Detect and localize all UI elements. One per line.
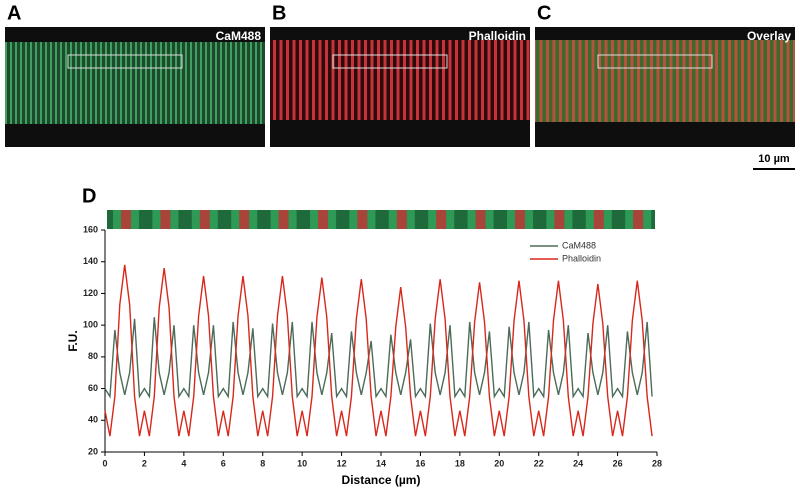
y-tick-label: 160 [83, 224, 98, 234]
x-axis-label: Distance (µm) [342, 473, 421, 487]
line-scan-strip [107, 210, 655, 229]
x-tick-label: 24 [573, 458, 583, 468]
panel-label: A [7, 2, 21, 24]
panel-title: Overlay [747, 29, 791, 43]
y-axis-label: F.U. [66, 330, 80, 351]
y-tick-label: 100 [83, 320, 98, 330]
x-tick-label: 8 [260, 458, 265, 468]
panel-label: D [82, 185, 96, 207]
x-tick-label: 10 [297, 458, 307, 468]
x-tick-label: 16 [415, 458, 425, 468]
panel-label: C [537, 2, 551, 24]
x-tick-label: 2 [142, 458, 147, 468]
legend-label: Phalloidin [562, 253, 601, 263]
legend-label: CaM488 [562, 240, 596, 250]
y-tick-label: 80 [88, 351, 98, 361]
y-tick-label: 120 [83, 288, 98, 298]
data-line [104, 317, 653, 399]
x-tick-label: 18 [455, 458, 465, 468]
x-tick-label: 20 [494, 458, 504, 468]
y-tick-label: 20 [88, 446, 98, 456]
panel-title: CaM488 [216, 29, 262, 43]
image-panel [535, 27, 795, 147]
x-tick-label: 12 [337, 458, 347, 468]
x-tick-label: 0 [102, 458, 107, 468]
y-tick-label: 140 [83, 256, 98, 266]
y-tick-label: 40 [88, 415, 98, 425]
image-panel [5, 27, 265, 147]
x-tick-label: 22 [534, 458, 544, 468]
panel-label: B [272, 2, 286, 24]
x-tick-label: 28 [652, 458, 662, 468]
data-line [104, 264, 653, 437]
y-tick-label: 60 [88, 383, 98, 393]
panel-title: Phalloidin [469, 29, 526, 43]
x-tick-label: 6 [221, 458, 226, 468]
x-tick-label: 26 [613, 458, 623, 468]
x-tick-label: 4 [181, 458, 186, 468]
image-panel [270, 27, 530, 147]
scale-bar-label: 10 µm [758, 153, 790, 165]
x-tick-label: 14 [376, 458, 386, 468]
